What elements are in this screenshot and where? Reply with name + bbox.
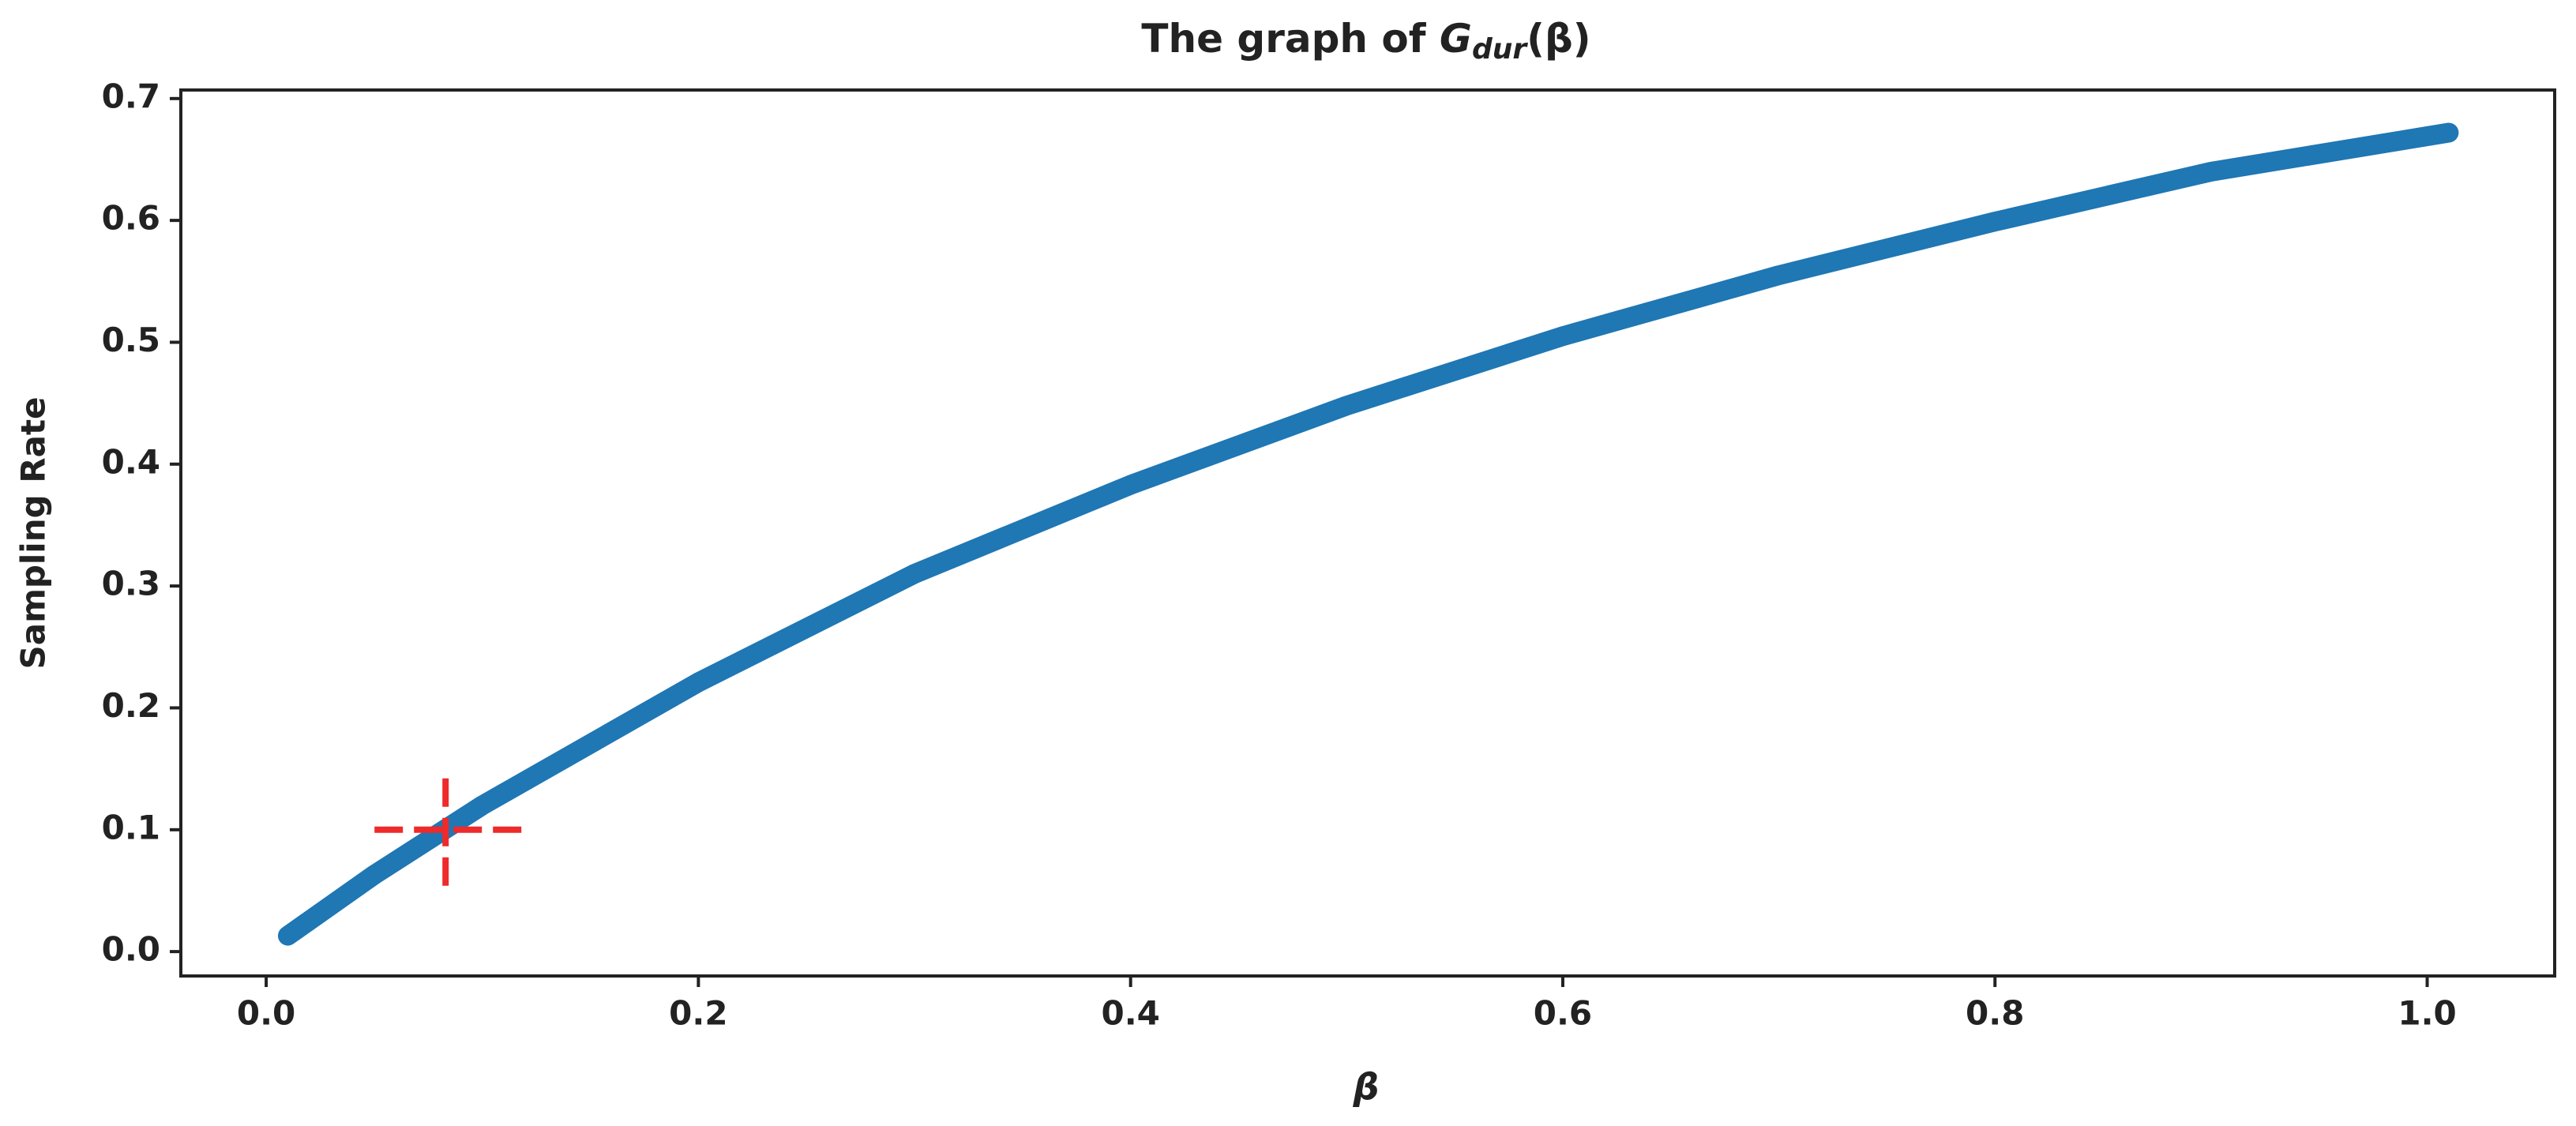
x-tick-label: 0.4 xyxy=(1101,994,1159,1033)
y-tick-label: 0.0 xyxy=(102,930,160,969)
x-tick-label: 1.0 xyxy=(2398,994,2456,1033)
y-tick-label: 0.4 xyxy=(102,442,160,481)
y-tick-label: 0.5 xyxy=(102,321,160,359)
x-tick-label: 0.2 xyxy=(669,994,727,1033)
title-symbol: G xyxy=(1440,16,1472,62)
y-tick-label: 0.3 xyxy=(102,565,160,603)
x-tick-label: 0.6 xyxy=(1534,994,1592,1033)
y-tick-label: 0.7 xyxy=(102,77,160,115)
y-tick-label: 0.2 xyxy=(102,686,160,725)
y-tick-label: 0.6 xyxy=(102,199,160,238)
title-suffix: (β) xyxy=(1526,16,1591,62)
title-prefix: The graph of xyxy=(1141,16,1440,62)
x-axis-label: β xyxy=(1353,1066,1380,1109)
chart-title: The graph of Gdur(β) xyxy=(1141,16,1590,66)
x-tick-label: 0.0 xyxy=(237,994,295,1033)
x-tick-label: 0.8 xyxy=(1966,994,2024,1033)
plot-frame xyxy=(179,88,2556,978)
y-tick-label: 0.1 xyxy=(102,808,160,846)
data-line xyxy=(277,122,2459,946)
title-subscript: dur xyxy=(1472,33,1528,66)
y-axis-label: Sampling Rate xyxy=(14,396,53,669)
